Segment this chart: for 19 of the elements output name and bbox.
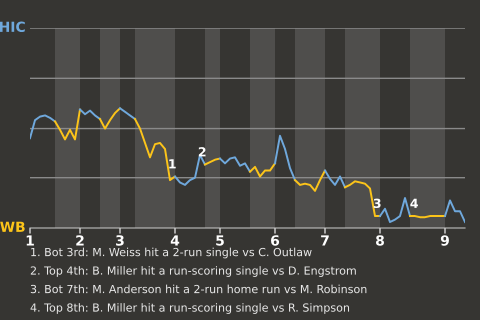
- annotation: 4: [410, 198, 418, 208]
- text: HIC: [0, 22, 25, 32]
- x-tick-label: 3: [116, 235, 124, 246]
- annotation: 2: [198, 147, 206, 156]
- x-tick-label: 4: [170, 235, 180, 246]
- text: 3. Bot 7th: M. Anderson hit a 2-run home run vs M. Robinson: [30, 284, 366, 294]
- x-tick-label: 9: [440, 235, 449, 246]
- text: 1. Bot 3rd: M. Weiss hit a 2-run single vs C. Outlaw: [31, 248, 312, 258]
- text: 2. Top 4th: B. Miller hit a run-scoring single vs D. Engstrom: [30, 266, 356, 277]
- annotation: 3: [374, 198, 381, 208]
- x-tick-label: 5: [216, 235, 224, 246]
- annotation: 1: [169, 159, 176, 168]
- x-tick-label: 6: [271, 235, 280, 246]
- text: 4. Top 8th: B. Miller hit a run-scoring single vs R. Simpson: [30, 303, 350, 314]
- x-tick-label: 2: [76, 235, 84, 246]
- x-tick-label: 7: [321, 235, 329, 246]
- text: WB: [0, 222, 25, 232]
- x-tick-label: 8: [376, 235, 384, 246]
- x-tick-label: 1: [26, 235, 34, 246]
